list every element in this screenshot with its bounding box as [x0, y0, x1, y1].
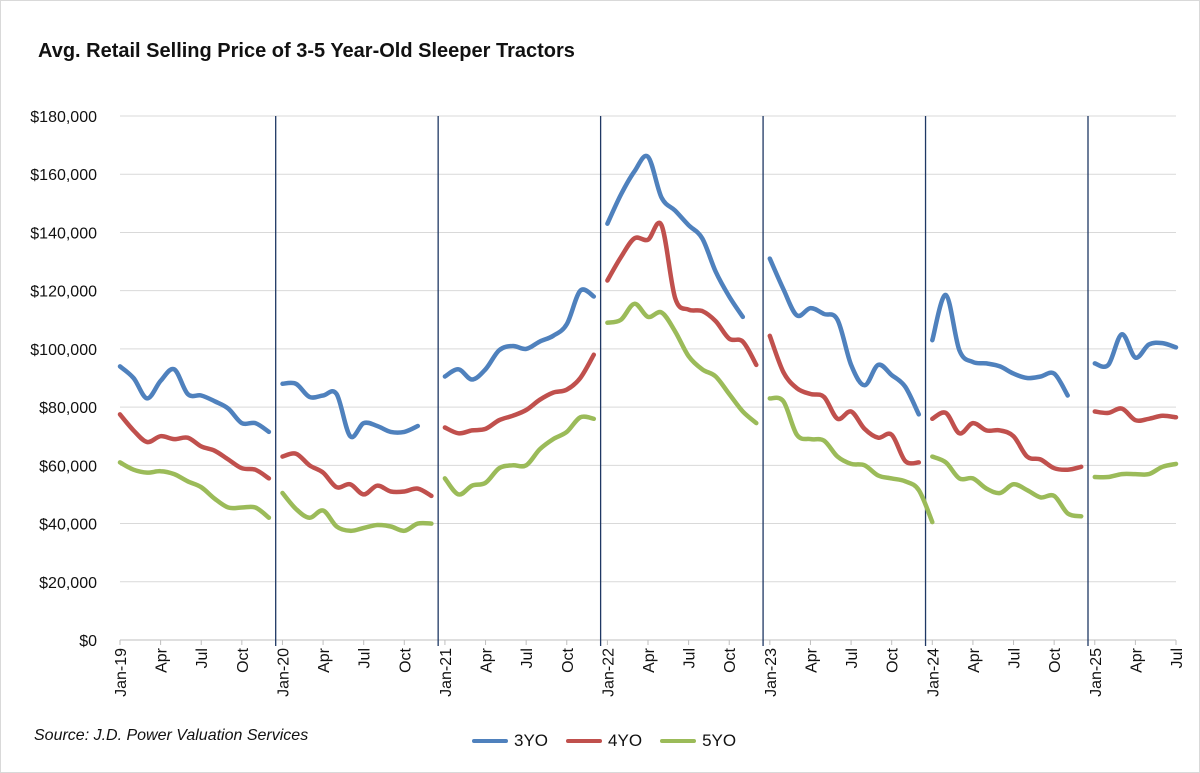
series-line-4yo	[767, 333, 922, 466]
x-tick-label: Jul	[1169, 648, 1186, 668]
y-tick-label: $100,000	[30, 342, 97, 359]
x-tick-label: Apr	[154, 647, 171, 673]
series-5yo	[117, 301, 1179, 534]
x-tick-label: Jan-24	[925, 648, 942, 697]
source-note: Source: J.D. Power Valuation Services	[34, 727, 309, 744]
x-tick-label: Apr	[479, 647, 496, 673]
legend-label-5yo: 5YO	[702, 731, 737, 750]
y-tick-label: $160,000	[30, 167, 97, 184]
x-tick-label: Jul	[357, 648, 374, 668]
year-dividers	[275, 116, 1089, 646]
x-tick-label: Apr	[1128, 647, 1145, 673]
legend-label-4yo: 4YO	[608, 731, 643, 750]
x-tick-label: Jul	[519, 648, 536, 668]
x-tick-label: Jan-23	[763, 648, 780, 697]
y-tick-label: $140,000	[30, 225, 97, 242]
legend-swatch-4yo	[566, 739, 603, 743]
series-line-5yo	[117, 460, 272, 520]
y-tick-label: $80,000	[39, 400, 97, 417]
series-lines	[117, 153, 1179, 534]
series-line-5yo	[767, 395, 935, 525]
series-line-3yo	[930, 292, 1070, 398]
series-line-5yo	[280, 490, 434, 534]
chart-title: Avg. Retail Selling Price of 3-5 Year-Ol…	[38, 40, 575, 62]
series-line-5yo	[605, 301, 759, 426]
y-tick-label: $40,000	[39, 517, 97, 534]
y-tick-label: $0	[79, 633, 97, 650]
x-tick-label: Oct	[1047, 647, 1064, 672]
y-tick-label: $20,000	[39, 575, 97, 592]
series-line-3yo	[280, 380, 421, 440]
x-tick-label: Jan-21	[438, 648, 455, 697]
x-tick-label: Jul	[844, 648, 861, 668]
y-axis: $0 $20,000 $40,000 $60,000 $80,000 $100,000 $1…	[30, 109, 97, 650]
series-line-5yo	[1092, 461, 1179, 480]
series-line-4yo	[117, 412, 272, 481]
x-tick-label: Apr	[966, 647, 983, 673]
x-tick-label: Jul	[1007, 648, 1024, 668]
x-tick-label: Apr	[641, 647, 658, 673]
x-tick-label: Oct	[235, 647, 252, 672]
series-line-4yo	[605, 220, 759, 368]
series-line-3yo	[1092, 332, 1179, 370]
x-tick-label: Apr	[803, 647, 820, 673]
x-tick-label: Oct	[722, 647, 739, 672]
x-tick-label: Jul	[194, 648, 211, 668]
y-tick-label: $120,000	[30, 284, 97, 301]
series-line-3yo	[117, 364, 272, 435]
legend-item-3yo: 3YO	[472, 731, 548, 751]
legend: 3YO 4YO 5YO	[472, 731, 736, 751]
series-3yo	[117, 153, 1179, 440]
series-line-3yo	[767, 256, 922, 417]
series-line-5yo	[930, 454, 1084, 519]
legend-label-3yo: 3YO	[514, 731, 549, 750]
x-tick-label: Jan-25	[1088, 648, 1105, 697]
series-line-3yo	[605, 153, 746, 320]
series-line-4yo	[930, 410, 1084, 473]
series-4yo	[117, 220, 1179, 499]
x-tick-label: Apr	[316, 647, 333, 673]
gridlines	[120, 115, 1176, 641]
y-tick-label: $60,000	[39, 458, 97, 475]
x-tick-label: Oct	[560, 647, 577, 672]
x-tick-label: Oct	[885, 647, 902, 672]
series-line-5yo	[442, 414, 597, 497]
x-tick-label: Jan-20	[275, 648, 292, 697]
series-line-4yo	[280, 451, 434, 499]
x-tick-label: Jan-22	[600, 648, 617, 697]
y-tick-label: $180,000	[30, 109, 97, 126]
x-tick-label: Jan-19	[113, 648, 130, 697]
legend-swatch-3yo	[472, 739, 508, 743]
legend-item-4yo: 4YO	[566, 731, 642, 751]
x-axis: Jan-19 Apr Jul Oct Jan-20 Apr Jul Oct Jan-21 Apr J…	[113, 640, 1186, 697]
x-tick-label: Jul	[682, 648, 699, 668]
series-line-4yo	[1092, 406, 1179, 424]
series-line-3yo	[442, 287, 597, 382]
x-tick-label: Oct	[397, 647, 414, 672]
legend-item-5yo: 5YO	[660, 731, 736, 751]
series-line-4yo	[442, 352, 597, 436]
legend-swatch-5yo	[660, 739, 697, 743]
